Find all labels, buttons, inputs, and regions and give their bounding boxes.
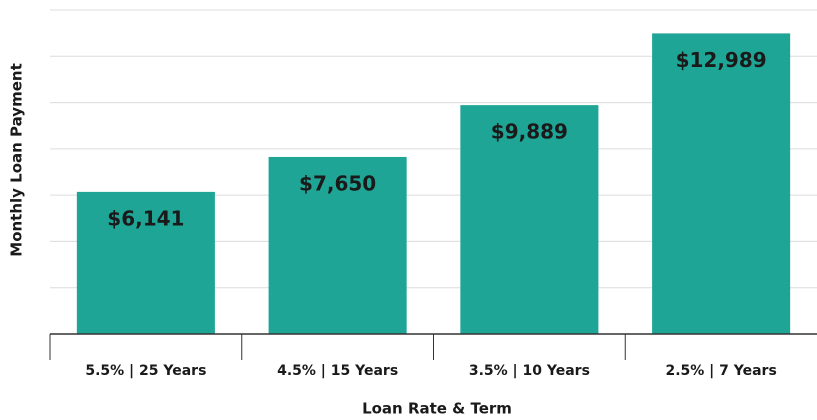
x-tick-label: 5.5% | 25 Years (85, 363, 206, 379)
x-tick-label: 3.5% | 10 Years (469, 363, 590, 379)
x-axis-label: Loan Rate & Term (362, 400, 512, 418)
y-axis-label: Monthly Loan Payment (8, 63, 26, 256)
x-tick-label: 4.5% | 15 Years (277, 363, 398, 379)
value-label: $7,650 (299, 171, 376, 195)
bar (268, 156, 407, 334)
bar (652, 33, 791, 334)
value-label: $9,889 (491, 120, 568, 144)
value-label: $12,989 (676, 48, 767, 72)
bar (460, 105, 599, 334)
value-label: $6,141 (107, 206, 184, 230)
bar (76, 191, 215, 334)
x-tick-label: 2.5% | 7 Years (665, 363, 776, 379)
